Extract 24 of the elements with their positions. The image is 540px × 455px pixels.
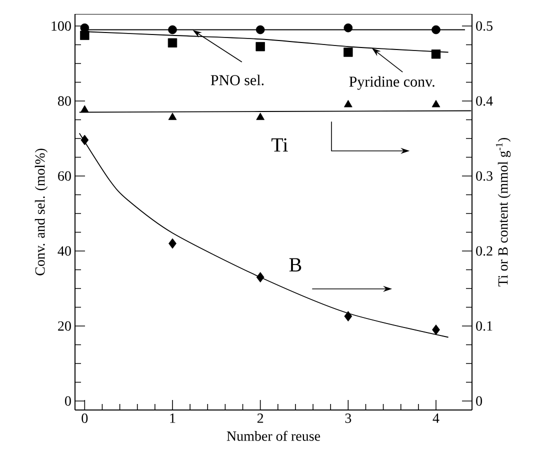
y2-axis-title: Ti or B content (mmol g$^{-1}$) (496, 138, 511, 286)
annotation: PNO sel. (210, 74, 264, 86)
x-tick-label: 2 (257, 414, 264, 423)
y-tick-label: 0 (65, 396, 71, 406)
annotation: B (289, 258, 302, 272)
y2-tick-label: 0.2 (476, 246, 492, 256)
x-tick-label: 0 (82, 414, 88, 423)
y-tick-label: 40 (58, 246, 71, 256)
x-axis-title: Number of reuse (226, 430, 320, 441)
x-tick-label: 1 (170, 414, 176, 423)
x-tick-label: 3 (345, 414, 352, 423)
y-axis-title: Conv. and sel. (mol%) (34, 148, 48, 276)
annotation: Ti (271, 138, 288, 152)
annotation: Pyridine conv. (349, 76, 434, 90)
y2-tick-label: 0.1 (476, 321, 492, 331)
y-tick-label: 80 (58, 96, 71, 106)
y2-tick-label: 0.3 (476, 171, 493, 181)
y-tick-label: 20 (58, 321, 71, 331)
y2-tick-label: 0 (476, 396, 482, 406)
y-tick-label: 100 (52, 21, 71, 31)
y2-tick-label: 0.4 (476, 96, 493, 106)
y2-tick-label: 0.5 (476, 21, 493, 31)
y-tick-label: 60 (58, 171, 71, 181)
x-tick-label: 4 (432, 414, 440, 423)
